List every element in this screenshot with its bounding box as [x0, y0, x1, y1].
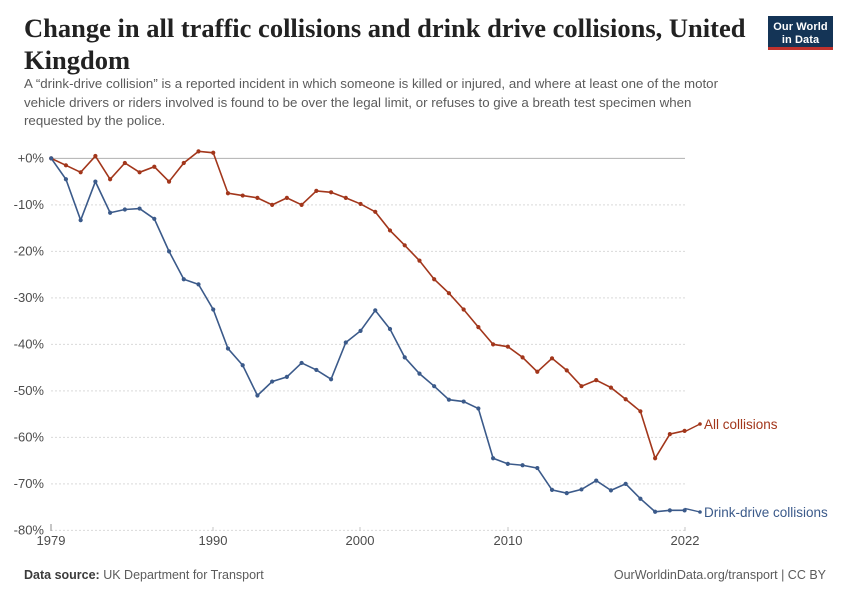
svg-text:-30%: -30% — [14, 290, 45, 305]
svg-text:-70%: -70% — [14, 476, 45, 491]
svg-text:2022: 2022 — [671, 533, 700, 548]
svg-text:All collisions: All collisions — [704, 417, 778, 432]
svg-text:1990: 1990 — [199, 533, 228, 548]
svg-text:-10%: -10% — [14, 197, 45, 212]
svg-text:1979: 1979 — [37, 533, 66, 548]
svg-text:+0%: +0% — [18, 151, 45, 166]
svg-text:-50%: -50% — [14, 383, 45, 398]
svg-text:Drink-drive collisions: Drink-drive collisions — [704, 505, 828, 520]
svg-text:-20%: -20% — [14, 244, 45, 259]
svg-text:2000: 2000 — [346, 533, 375, 548]
svg-text:2010: 2010 — [494, 533, 523, 548]
svg-text:-40%: -40% — [14, 337, 45, 352]
svg-text:-60%: -60% — [14, 430, 45, 445]
